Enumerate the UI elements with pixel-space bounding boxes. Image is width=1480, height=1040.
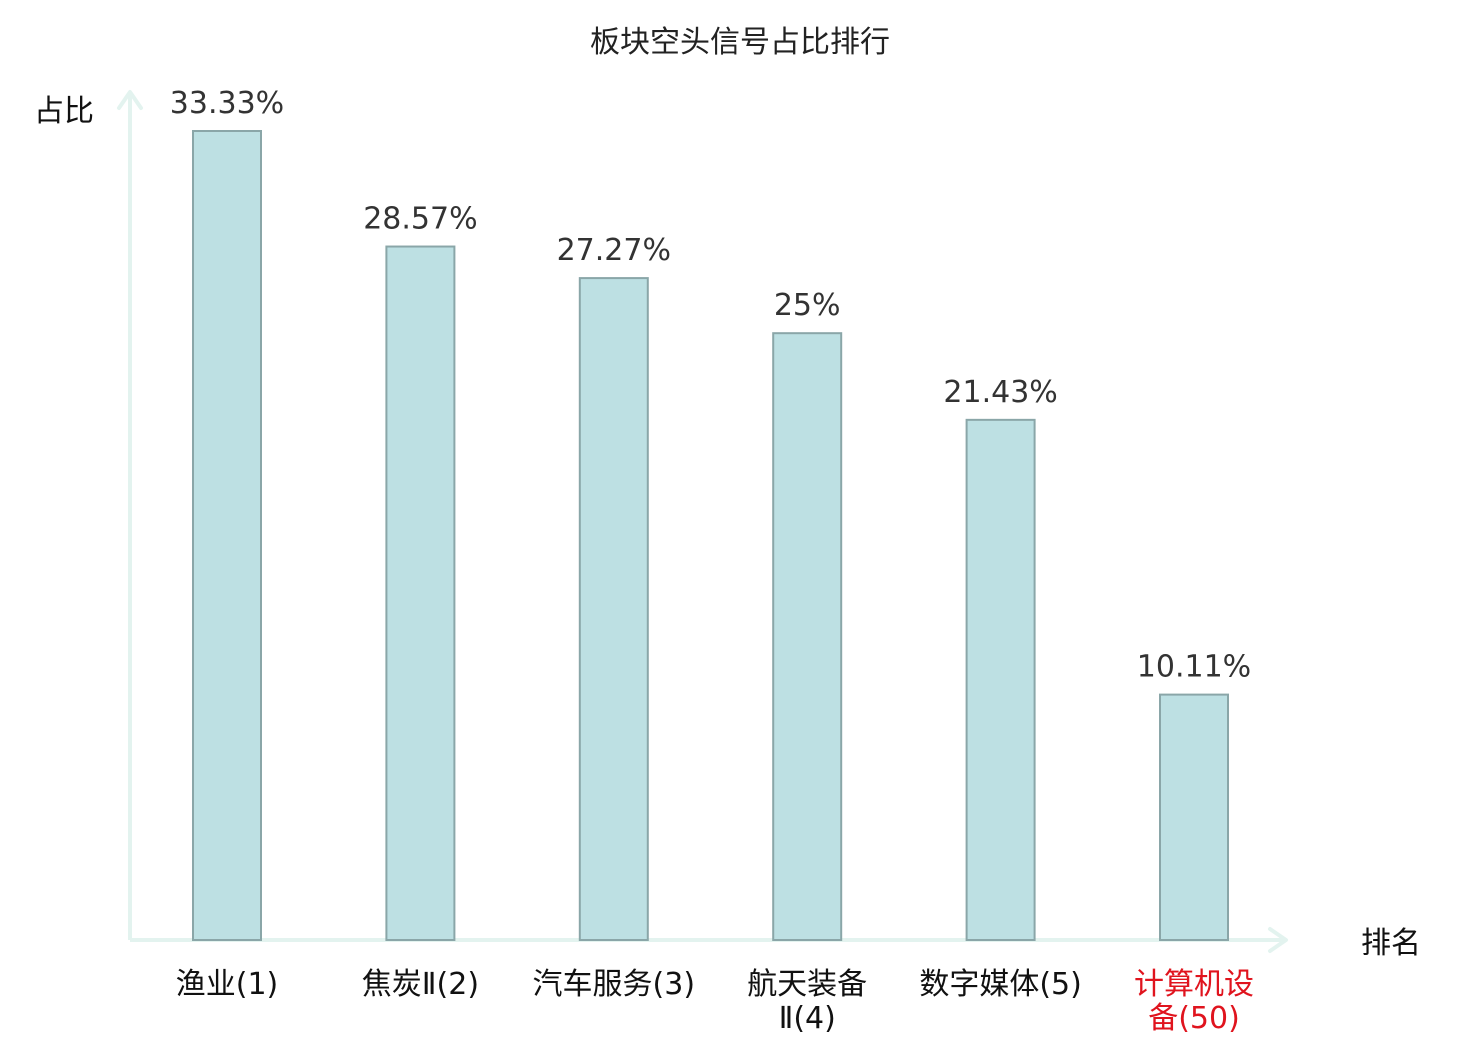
bar-5: [965, 418, 1036, 942]
bars-group: [192, 130, 1229, 942]
bar-3: [578, 277, 649, 942]
x-axis-arrow-icon: [1268, 927, 1288, 953]
value-label-6: 10.11%: [1137, 650, 1251, 685]
x-axis: [130, 927, 1288, 953]
category-label-1: 渔业(1): [176, 967, 279, 1002]
category-label-6: 计算机设备(50): [1134, 967, 1254, 1036]
category-label-5: 数字媒体(5): [919, 967, 1082, 1002]
y-axis-arrow-icon: [117, 90, 143, 110]
chart-title: 板块空头信号占比排行: [590, 25, 890, 60]
category-label-3: 汽车服务(3): [533, 967, 696, 1002]
category-label-2: 焦炭Ⅱ(2): [362, 967, 479, 1002]
x-axis-label: 排名: [1361, 926, 1421, 961]
value-label-1: 33.33%: [170, 86, 284, 121]
value-label-2: 28.57%: [363, 202, 477, 237]
value-label-5: 21.43%: [943, 375, 1057, 410]
bar-4: [772, 332, 843, 941]
y-axis-label: 占比: [34, 94, 94, 129]
value-label-4: 25%: [774, 288, 841, 323]
y-axis: [117, 90, 143, 940]
bar-1: [192, 130, 262, 941]
bar-2: [385, 245, 456, 942]
bar-6: [1159, 693, 1229, 942]
value-label-3: 27.27%: [557, 233, 671, 268]
category-label-4: 航天装备 Ⅱ(4): [747, 967, 867, 1036]
category-labels-group: 渔业(1) 焦炭Ⅱ(2) 汽车服务(3) 航天装备 Ⅱ(4) 数字媒体(5) 计算机设备(5…: [176, 967, 1254, 1036]
value-labels-group: 33.33% 28.57% 27.27% 25% 21.43% 10.11%: [170, 86, 1251, 685]
